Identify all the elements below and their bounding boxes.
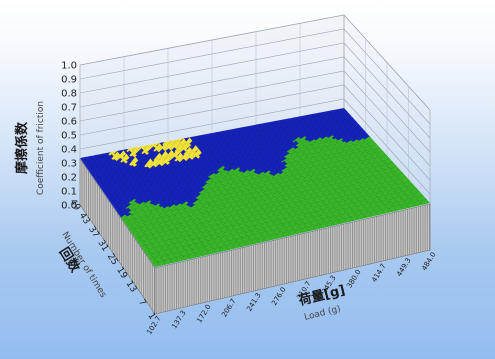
z-tick-label: 0.9 [61,75,77,86]
load-tick-label: 137.3 [170,309,187,330]
count-tick-label: 1 [145,311,157,321]
z-tick-label: 0.3 [61,159,77,170]
z-tick-label: 0.7 [61,103,77,114]
load-tick-label: 276.0 [270,286,287,307]
z-tick-label: 0.5 [61,131,77,142]
load-tick-label: 449.3 [395,257,412,278]
surface-base [79,158,431,315]
load-tick-label: 414.7 [370,262,387,283]
z-axis-label-en: Coefficient of friction [36,101,46,195]
z-tick-label: 0.8 [61,89,77,100]
count-tick-label: 7 [136,298,148,308]
load-tick-label: 172.0 [195,303,212,324]
z-tick-label: 0.1 [61,187,77,198]
load-tick-label: 484.0 [420,251,437,272]
z-tick-label: 0.6 [61,117,77,128]
z-tick-labels: 0.0 0.1 0.2 0.3 0.4 0.5 0.6 0.7 0.8 0.9 1.0 [61,61,77,212]
z-tick-label: 0.2 [61,173,77,184]
z-tick-label: 0.0 [61,201,77,212]
slab-front-side [154,203,431,315]
load-tick-label: 380.0 [345,268,362,289]
z-tick-label: 0.4 [61,145,77,156]
z-axis-label-jp: 摩擦係数 [14,121,30,174]
load-tick-label: 206.7 [220,297,237,318]
load-axis-label-en: Load (g) [303,304,342,323]
z-tick-label: 1.0 [61,61,77,72]
load-tick-label: 241.3 [245,292,262,313]
